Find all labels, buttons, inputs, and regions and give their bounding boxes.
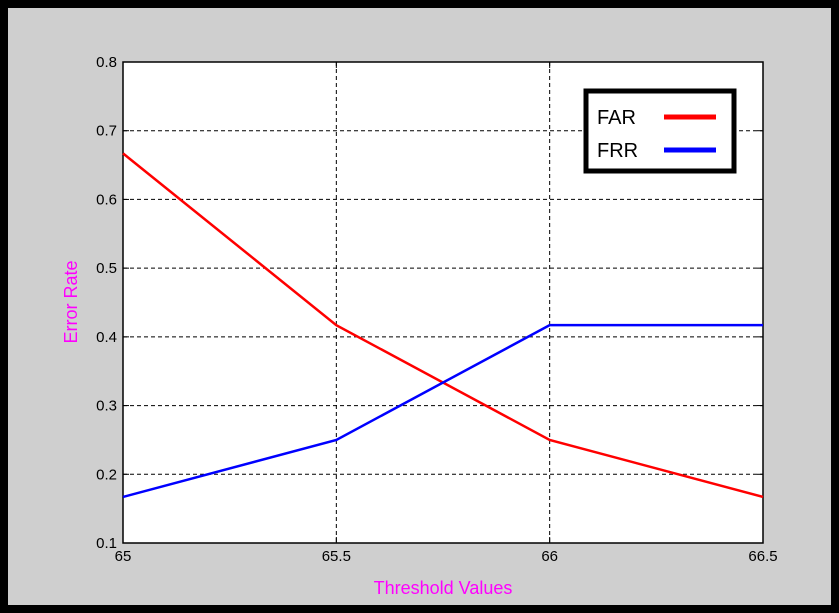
legend-box (583, 88, 737, 174)
legend: FAR FRR (583, 88, 737, 174)
y-tick-label: 0.1 (96, 535, 117, 552)
x-tick-label: 66 (541, 548, 558, 565)
y-tick-label: 0.4 (96, 329, 117, 346)
x-tick-label: 65.5 (322, 548, 351, 565)
x-tick-label: 65 (115, 548, 132, 565)
x-axis-label: Threshold Values (374, 578, 513, 598)
y-axis-label: Error Rate (61, 260, 81, 343)
grid-lines (123, 62, 763, 543)
y-tick-label: 0.8 (96, 54, 117, 71)
series-lines (122, 152, 764, 499)
legend-label-frr: FRR (597, 140, 638, 162)
axis-ticks: 65 65.5 66 66.5 0.1 0.2 0.3 0.4 0.5 0.6 0.7 0.8 (96, 54, 777, 565)
y-tick-label: 0.6 (96, 191, 117, 208)
y-tick-label: 0.7 (96, 123, 117, 140)
y-tick-label: 0.3 (96, 398, 117, 415)
series-line-frr (122, 323, 763, 499)
x-tick-label: 66.5 (748, 548, 777, 565)
legend-label-far: FAR (597, 107, 636, 129)
y-tick-label: 0.2 (96, 466, 117, 483)
y-tick-label: 0.5 (96, 260, 117, 277)
